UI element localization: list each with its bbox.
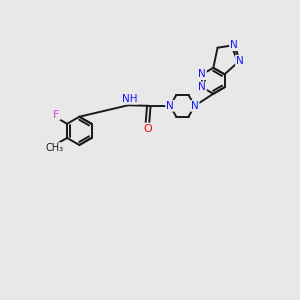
- Text: N: N: [236, 56, 244, 65]
- Text: O: O: [143, 124, 152, 134]
- Text: CH₃: CH₃: [45, 143, 63, 153]
- Text: NH: NH: [122, 94, 137, 104]
- Text: N: N: [230, 40, 238, 50]
- Text: N: N: [166, 101, 174, 111]
- Text: N: N: [198, 82, 206, 92]
- Text: F: F: [53, 110, 60, 120]
- Text: N: N: [191, 101, 199, 111]
- Text: N: N: [198, 69, 206, 79]
